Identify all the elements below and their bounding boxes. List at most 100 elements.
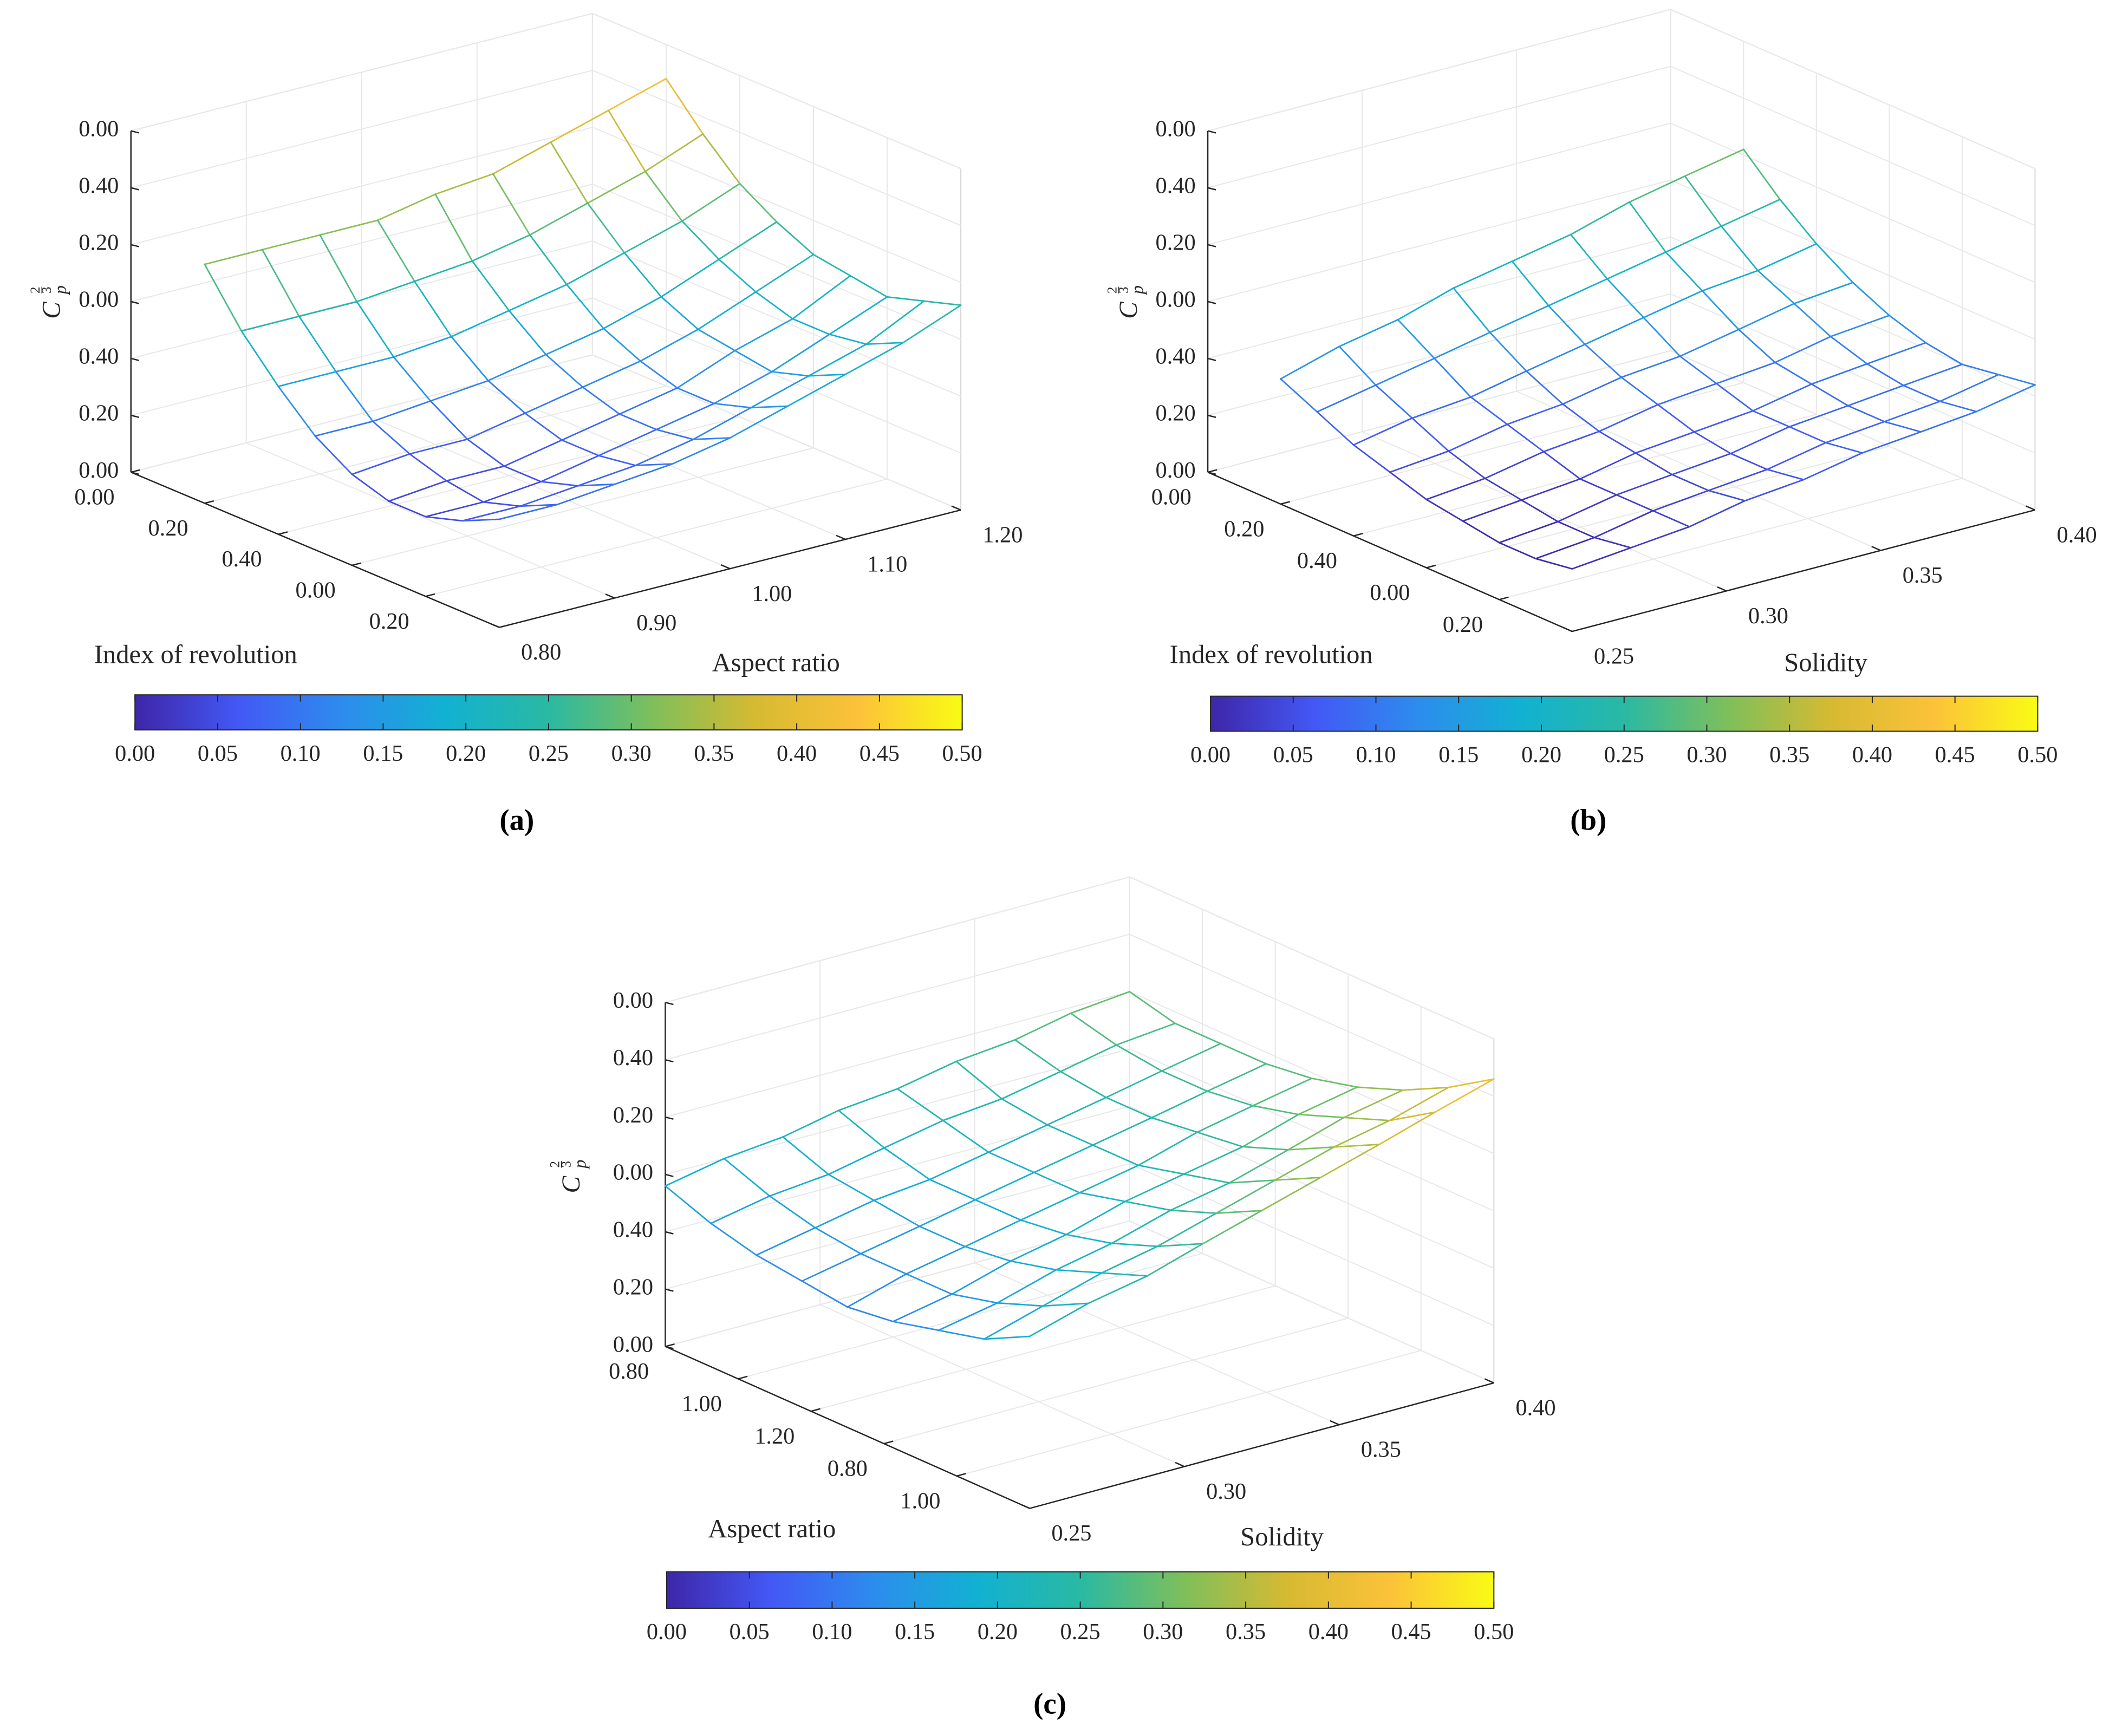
mesh-line [769, 1195, 816, 1229]
mesh-line [1287, 1146, 1335, 1151]
y-tick [1426, 564, 1436, 569]
mesh-line [1280, 378, 1318, 413]
colorbar-tick-label: 0.40 [1852, 742, 1892, 768]
mesh-line [987, 1151, 1035, 1173]
grid-line [1516, 390, 1881, 551]
mesh-line [1679, 329, 1740, 357]
mesh-line [1788, 404, 1849, 428]
mesh-line [942, 1098, 1003, 1121]
x-tick-label: 0.80 [521, 639, 561, 665]
x-tick-label: 1.00 [752, 581, 792, 606]
mesh-line [1078, 1192, 1126, 1203]
mesh-line [556, 483, 616, 506]
mesh-line [319, 234, 358, 303]
mesh-line [964, 1219, 1022, 1248]
mesh-line [319, 219, 379, 236]
mesh-line [655, 402, 715, 430]
mesh-line [298, 315, 337, 373]
mesh-line [1101, 1272, 1148, 1277]
mesh-line [692, 407, 752, 440]
mesh-line [577, 483, 616, 487]
mesh-line [929, 1151, 989, 1180]
mesh-line [429, 400, 468, 440]
mesh-line [1975, 384, 2036, 413]
mesh-line [723, 1136, 784, 1159]
mesh-line [1847, 404, 1885, 423]
mesh-line [434, 173, 494, 195]
grid-line [811, 1285, 1275, 1412]
mesh-line [1629, 201, 1667, 253]
z-tick-label: 0.20 [1156, 230, 1196, 256]
grid-line [665, 876, 1130, 1003]
colorbar-tick-label: 0.35 [1769, 742, 1809, 768]
mesh-line [635, 463, 673, 466]
mesh-line [598, 455, 636, 466]
mesh-line [847, 1306, 894, 1322]
mesh-line [1352, 444, 1391, 473]
grid-line [1670, 293, 2035, 454]
mesh-line [1151, 1090, 1208, 1119]
mesh-line [892, 1321, 940, 1332]
grid-line [1207, 236, 1671, 359]
mesh-line [1028, 1302, 1090, 1337]
colorbar-tick-label: 0.50 [942, 741, 982, 766]
grid-line [974, 1262, 1339, 1426]
z-tick-label: 0.00 [1156, 287, 1196, 312]
mesh-line [919, 1199, 976, 1228]
z-title-subscript: p [570, 1160, 590, 1170]
mesh-line [603, 328, 641, 362]
z-tick-label: 0.20 [79, 230, 119, 256]
x-tick [2026, 505, 2035, 511]
mesh-line [951, 1260, 1012, 1295]
mesh-line [483, 481, 542, 503]
mesh-line [723, 1158, 771, 1197]
mesh-line [529, 202, 589, 236]
z-tick-label: 0.40 [613, 1217, 653, 1243]
z-tick [1207, 357, 1216, 361]
z-tick [665, 1231, 674, 1235]
mesh-line [955, 1039, 1016, 1062]
colorbar-tick-label: 0.40 [1308, 1619, 1349, 1644]
mesh-line [1811, 383, 1849, 407]
mesh-line [608, 77, 667, 112]
mesh-line [937, 1302, 998, 1332]
z-title-symbol: C [557, 1176, 585, 1193]
mesh-line [1720, 225, 1759, 272]
z-tick-label: 0.40 [613, 1045, 653, 1071]
mesh-line [240, 315, 300, 332]
mesh-line [261, 234, 321, 251]
mesh-line [314, 435, 353, 475]
mesh-line [1829, 315, 1890, 337]
mesh-line [461, 518, 500, 522]
colorbar-tick-label: 0.40 [777, 741, 817, 766]
mesh-line [964, 1245, 1012, 1262]
y-tick-label: 0.80 [609, 1359, 649, 1384]
y-tick [883, 1440, 894, 1445]
z-tick [131, 301, 139, 304]
colorbar-tick-label: 0.00 [1190, 742, 1230, 768]
mesh-line [1752, 410, 1791, 428]
mesh-line [1375, 357, 1435, 386]
mesh-line [587, 202, 626, 254]
z-tick-label: 0.40 [79, 173, 119, 198]
mesh-line [1961, 363, 2000, 376]
mesh-line [582, 386, 621, 415]
mesh-line [1652, 490, 1709, 512]
z-tick [131, 244, 139, 247]
mesh-line [1389, 1111, 1436, 1121]
grid-line [1129, 934, 1494, 1097]
mesh-line [1389, 1086, 1449, 1121]
z-tick [131, 357, 139, 361]
mesh-line [734, 318, 793, 351]
mesh-line [1448, 423, 1508, 452]
mesh-line [665, 1185, 712, 1224]
y-tick-label: 0.00 [1370, 580, 1410, 605]
z-tick-label: 0.40 [1156, 173, 1196, 198]
mesh-line [1470, 370, 1527, 398]
z-tick [665, 1173, 674, 1177]
z-title-subscript: p [1128, 285, 1147, 295]
mesh-line [672, 437, 731, 465]
colorbar-tick-label: 0.25 [1604, 742, 1644, 768]
colorbar-tick-label: 0.45 [1935, 742, 1975, 768]
